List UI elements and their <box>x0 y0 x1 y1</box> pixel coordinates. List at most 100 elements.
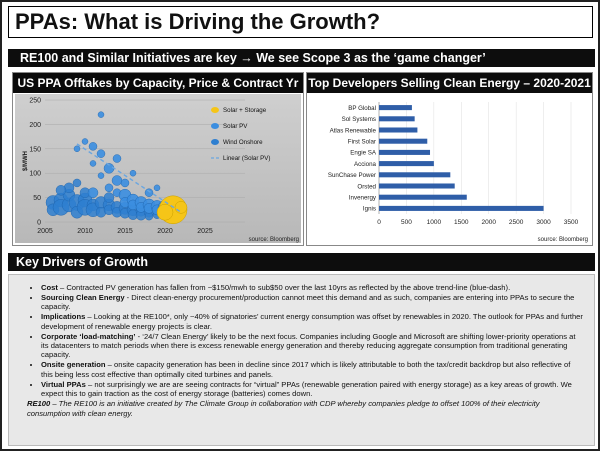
x-tick-label: 3000 <box>536 219 551 226</box>
driver-text: – not surprisingly we are are seeing con… <box>41 379 572 398</box>
legend-label: Linear (Solar PV) <box>223 155 270 162</box>
bar-chart: 0 500 1000 1500 2000 2500 3000 3500 BP Global Sol… <box>328 102 579 226</box>
scatter-chart-panel: US PPA Offtakes by Capacity, Price & Con… <box>12 72 304 246</box>
bar <box>379 183 455 189</box>
bar-chart-area: 0 500 1000 1500 2000 2500 3000 3500 BP Global Sol… <box>309 94 590 243</box>
y-tick-label: 200 <box>29 122 41 129</box>
x-tick-label: 1500 <box>454 219 469 226</box>
driver-text: – Contracted PV generation has fallen fr… <box>57 283 511 292</box>
category-label: Atlas Renewable <box>330 127 377 134</box>
subtitle: RE100 and Similar Initiatives are key → … <box>20 51 486 65</box>
bar-chart-panel: Top Developers Selling Clean Energy – 20… <box>306 72 593 246</box>
driver-head: Corporate ‘load-matching’ <box>41 331 136 341</box>
solar-pv-point <box>112 154 122 163</box>
x-tick-label: 2005 <box>37 228 53 235</box>
bar-source: source: Bloomberg <box>537 237 588 243</box>
category-label: Engie SA <box>350 150 377 157</box>
y-tick-label: 100 <box>29 171 41 178</box>
bar <box>379 105 412 111</box>
solar-pv-point <box>104 183 114 193</box>
solar-pv-point <box>88 142 98 151</box>
driver-item: Onsite generation – onsite capacity gene… <box>41 360 584 379</box>
solar-pv-point <box>81 138 89 145</box>
bar <box>379 138 428 144</box>
x-tick-label: 2010 <box>77 228 93 235</box>
category-label: Acciona <box>354 161 377 168</box>
solar-storage-point <box>156 203 174 221</box>
scatter-chart-area: 0 50 100 150 200 250 2005 2010 2015 2020 2025 $/MWH… <box>15 94 301 243</box>
driver-item: Corporate ‘load-matching’ - ‘24/7 Clean … <box>41 332 584 360</box>
page-title: PPAs: What is Driving the Growth? <box>15 9 381 34</box>
driver-head: Cost <box>41 283 58 292</box>
category-label: SunChase Power <box>328 172 376 179</box>
legend-marker-solar-storage <box>211 107 219 113</box>
category-label: Ignis <box>363 206 376 213</box>
category-label: First Solar <box>348 139 376 146</box>
wind-onshore-point <box>55 185 67 196</box>
wind-onshore-point <box>72 178 82 188</box>
legend-label: Solar + Storage <box>223 107 267 114</box>
bar <box>379 194 467 200</box>
bar <box>379 127 418 133</box>
solar-pv-point <box>97 111 105 118</box>
solar-pv-point <box>97 172 105 179</box>
category-label: Orsted <box>357 183 376 190</box>
solar-pv-point <box>153 184 161 192</box>
solar-pv-point <box>120 178 130 188</box>
solar-storage-point <box>174 201 188 214</box>
category-label: Sol Systems <box>342 116 376 123</box>
category-label: Invenergy <box>349 195 377 202</box>
wind-onshore-point <box>103 192 115 203</box>
solar-pv-point <box>73 145 81 152</box>
y-tick-label: 150 <box>29 146 41 153</box>
driver-text: – onsite capacity generation has been in… <box>41 360 571 379</box>
driver-item: Sourcing Clean Energy - Direct clean-ene… <box>41 293 584 312</box>
footnote-text: – The RE100 is an initiative created by … <box>27 399 540 418</box>
y-tick-label: 0 <box>37 220 41 227</box>
footnote: RE100 – The RE100 is an initiative creat… <box>27 399 584 418</box>
legend-label: Wind Onshore <box>223 139 263 146</box>
solar-pv-point <box>89 160 97 167</box>
scatter-chart: 0 50 100 150 200 250 2005 2010 2015 2020 2025 $/MWH… <box>23 98 270 236</box>
x-tick-label: 3500 <box>564 219 579 226</box>
drivers-title: Key Drivers of Growth <box>16 255 148 269</box>
driver-head: Onsite generation <box>41 360 106 370</box>
title-bar: PPAs: What is Driving the Growth? <box>8 6 593 38</box>
driver-head: Implications <box>41 312 86 322</box>
bar <box>379 116 415 122</box>
legend-marker-solar-pv <box>211 123 219 129</box>
subtitle-bar: RE100 and Similar Initiatives are key → … <box>8 49 595 67</box>
drivers-box: Cost – Contracted PV generation has fall… <box>8 274 595 446</box>
solar-pv-point <box>129 169 137 177</box>
driver-text: - Direct clean-energy procurement/produc… <box>41 292 575 312</box>
driver-head: Sourcing Clean Energy <box>41 292 125 302</box>
driver-item: Implications – Looking at the RE100*, on… <box>41 312 584 331</box>
x-tick-label: 2000 <box>481 219 496 226</box>
solar-pv-point <box>111 175 123 186</box>
footnote-head: RE100 <box>27 399 51 409</box>
y-axis-label: $/MWH <box>23 151 29 171</box>
solar-pv-point <box>87 187 99 198</box>
solar-pv-point <box>96 149 106 158</box>
bar-chart-title: Top Developers Selling Clean Energy – 20… <box>307 73 592 93</box>
x-tick-label: 2015 <box>117 228 133 235</box>
x-tick-label: 2020 <box>157 228 173 235</box>
x-tick-label: 0 <box>377 219 381 226</box>
drivers-list: Cost – Contracted PV generation has fall… <box>27 283 584 398</box>
y-tick-label: 50 <box>33 195 41 202</box>
legend-marker-wind <box>211 139 219 145</box>
driver-item: Virtual PPAs – not surprisingly we are a… <box>41 380 584 399</box>
x-tick-label: 2025 <box>197 228 213 235</box>
x-tick-label: 2500 <box>509 219 524 226</box>
legend-label: Solar PV <box>223 123 248 130</box>
scatter-chart-title: US PPA Offtakes by Capacity, Price & Con… <box>13 73 303 93</box>
driver-text: - ‘24/7 Clean Energy’ likely to be the n… <box>41 331 576 360</box>
bar <box>379 205 544 211</box>
driver-text: – Looking at the RE100*, only ~40% of si… <box>41 312 583 331</box>
bar <box>379 172 451 178</box>
y-tick-label: 250 <box>29 98 41 105</box>
drivers-header: Key Drivers of Growth <box>8 253 595 271</box>
solar-pv-point <box>144 188 154 197</box>
x-tick-label: 500 <box>401 219 412 226</box>
